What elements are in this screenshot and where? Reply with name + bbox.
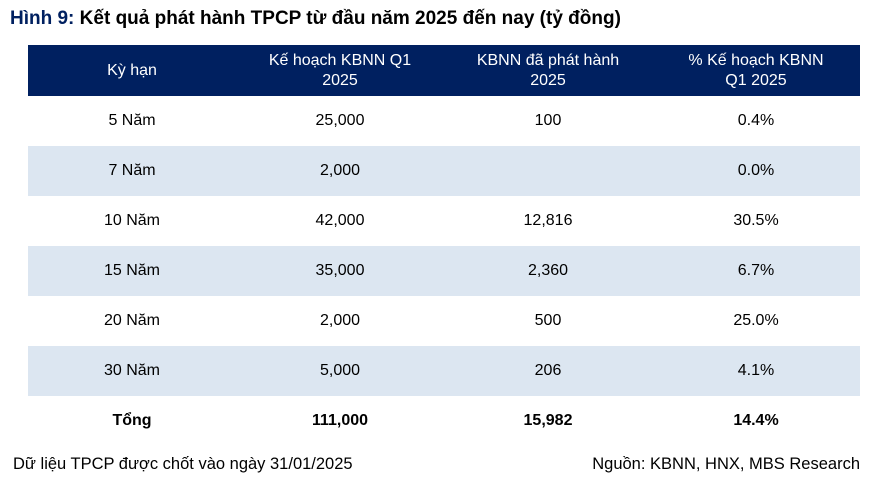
cell-plan: 5,000 bbox=[236, 346, 444, 396]
cell-term: 30 Năm bbox=[28, 346, 236, 396]
table-header-row: Kỳ hạn Kế hoạch KBNN Q1 2025 KBNN đã phá… bbox=[28, 45, 860, 96]
cell-issued: 206 bbox=[444, 346, 652, 396]
cell-issued: 100 bbox=[444, 96, 652, 146]
cell-pct: 4.1% bbox=[652, 346, 860, 396]
cell-total-pct: 14.4% bbox=[652, 396, 860, 446]
cell-issued: 500 bbox=[444, 296, 652, 346]
cell-term: 10 Năm bbox=[28, 196, 236, 246]
table-row: 20 Năm 2,000 500 25.0% bbox=[28, 296, 860, 346]
cell-plan: 25,000 bbox=[236, 96, 444, 146]
cell-plan: 35,000 bbox=[236, 246, 444, 296]
figure-title-label: Hình 9: bbox=[10, 8, 75, 29]
cell-term: 15 Năm bbox=[28, 246, 236, 296]
cell-term: 5 Năm bbox=[28, 96, 236, 146]
cell-pct: 0.0% bbox=[652, 146, 860, 196]
cell-term: 7 Năm bbox=[28, 146, 236, 196]
figure-title: Hình 9: Kết quả phát hành TPCP từ đầu nă… bbox=[10, 6, 875, 32]
source-note: Nguồn: KBNN, HNX, MBS Research bbox=[592, 455, 860, 473]
cell-total-term: Tổng bbox=[28, 396, 236, 446]
table-header: Kỳ hạn Kế hoạch KBNN Q1 2025 KBNN đã phá… bbox=[28, 45, 860, 96]
table-total-row: Tổng 111,000 15,982 14.4% bbox=[28, 396, 860, 446]
cell-total-plan: 111,000 bbox=[236, 396, 444, 446]
table-row: 30 Năm 5,000 206 4.1% bbox=[28, 346, 860, 396]
table-row: 5 Năm 25,000 100 0.4% bbox=[28, 96, 860, 146]
cell-pct: 25.0% bbox=[652, 296, 860, 346]
figure-title-text: Kết quả phát hành TPCP từ đầu năm 2025 đ… bbox=[74, 8, 621, 29]
data-cutoff-note: Dữ liệu TPCP được chốt vào ngày 31/01/20… bbox=[13, 455, 353, 473]
column-header-term: Kỳ hạn bbox=[28, 45, 236, 96]
cell-pct: 6.7% bbox=[652, 246, 860, 296]
cell-plan: 2,000 bbox=[236, 296, 444, 346]
cell-total-issued: 15,982 bbox=[444, 396, 652, 446]
cell-plan: 42,000 bbox=[236, 196, 444, 246]
table-row: 7 Năm 2,000 0.0% bbox=[28, 146, 860, 196]
cell-issued: 2,360 bbox=[444, 246, 652, 296]
column-header-issued: KBNN đã phát hành 2025 bbox=[444, 45, 652, 96]
cell-pct: 0.4% bbox=[652, 96, 860, 146]
column-header-pct: % Kế hoạch KBNN Q1 2025 bbox=[652, 45, 860, 96]
cell-plan: 2,000 bbox=[236, 146, 444, 196]
column-header-plan: Kế hoạch KBNN Q1 2025 bbox=[236, 45, 444, 96]
cell-pct: 30.5% bbox=[652, 196, 860, 246]
cell-term: 20 Năm bbox=[28, 296, 236, 346]
figure-footer: Dữ liệu TPCP được chốt vào ngày 31/01/20… bbox=[13, 446, 860, 474]
cell-issued bbox=[444, 146, 652, 196]
bond-issuance-table: Kỳ hạn Kế hoạch KBNN Q1 2025 KBNN đã phá… bbox=[28, 45, 860, 446]
table-row: 10 Năm 42,000 12,816 30.5% bbox=[28, 196, 860, 246]
table-row: 15 Năm 35,000 2,360 6.7% bbox=[28, 246, 860, 296]
cell-issued: 12,816 bbox=[444, 196, 652, 246]
